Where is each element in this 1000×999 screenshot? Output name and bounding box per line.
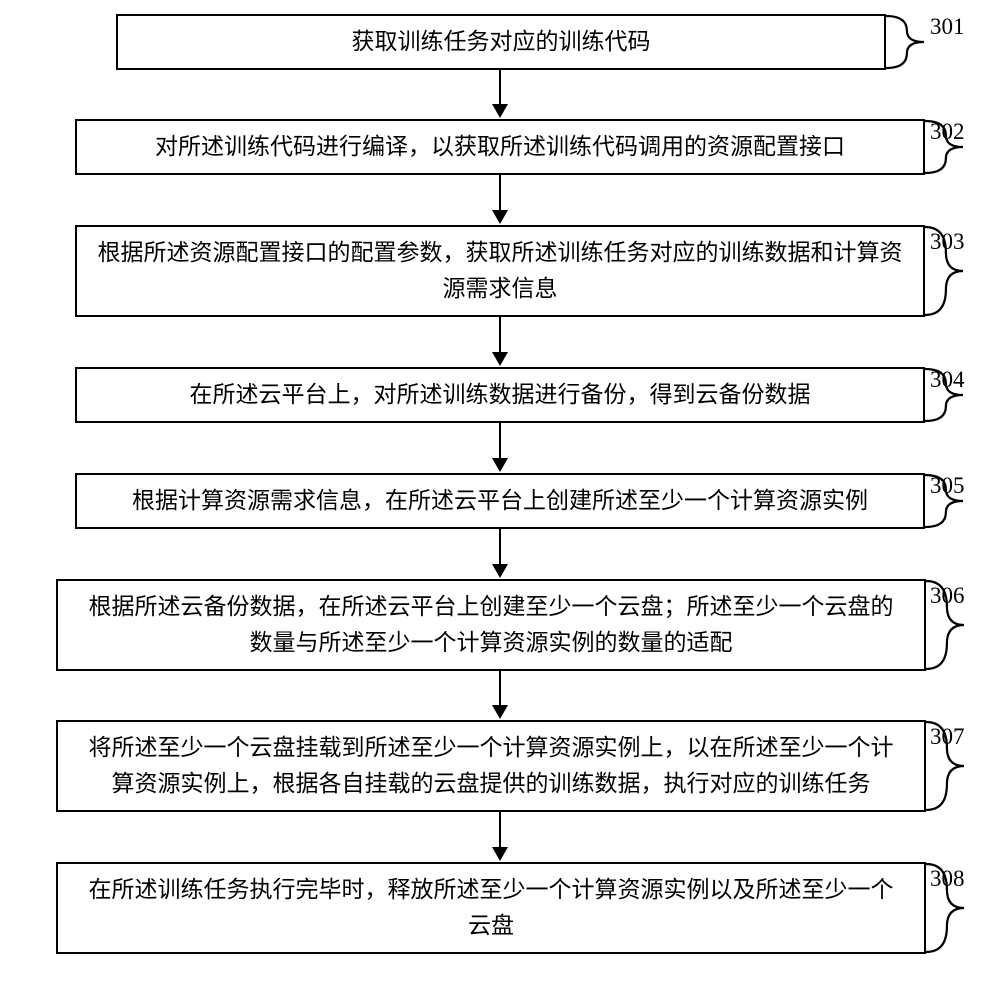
step-label: 307 xyxy=(930,724,965,750)
step-label: 308 xyxy=(930,866,965,892)
label-bracket-icon xyxy=(886,14,924,75)
step-box: 根据计算资源需求信息，在所述云平台上创建所述至少一个计算资源实例 xyxy=(75,473,925,529)
arrow-head-icon xyxy=(492,705,508,719)
step-box: 对所述训练代码进行编译，以获取所述训练代码调用的资源配置接口 xyxy=(75,119,925,175)
step-box: 在所述云平台上，对所述训练数据进行备份，得到云备份数据 xyxy=(75,367,925,423)
arrow-line xyxy=(499,529,502,565)
arrow-line xyxy=(499,70,502,105)
arrow-line xyxy=(499,671,502,706)
step-label: 301 xyxy=(930,14,965,40)
arrow-head-icon xyxy=(492,564,508,578)
step-label: 302 xyxy=(930,119,965,145)
arrow-head-icon xyxy=(492,104,508,118)
step-box: 根据所述资源配置接口的配置参数，获取所述训练任务对应的训练数据和计算资源需求信息 xyxy=(75,225,925,317)
step-box: 将所述至少一个云盘挂载到所述至少一个计算资源实例上，以在所述至少一个计算资源实例… xyxy=(56,720,926,812)
step-label: 305 xyxy=(930,473,965,499)
step-label: 306 xyxy=(930,583,965,609)
arrow-head-icon xyxy=(492,210,508,224)
arrow-line xyxy=(499,423,502,459)
step-box: 获取训练任务对应的训练代码 xyxy=(116,14,886,70)
step-label: 303 xyxy=(930,229,965,255)
arrow-line xyxy=(499,175,502,211)
arrow-line xyxy=(499,317,502,353)
arrow-head-icon xyxy=(492,847,508,861)
step-box: 在所述训练任务执行完毕时，释放所述至少一个计算资源实例以及所述至少一个云盘 xyxy=(56,862,926,954)
arrow-head-icon xyxy=(492,352,508,366)
arrow-line xyxy=(499,812,502,848)
arrow-head-icon xyxy=(492,458,508,472)
step-box: 根据所述云备份数据，在所述云平台上创建至少一个云盘；所述至少一个云盘的数量与所述… xyxy=(56,579,926,671)
step-label: 304 xyxy=(930,367,965,393)
flowchart-diagram: 获取训练任务对应的训练代码 301 对所述训练代码进行编译，以获取所述训练代码调用的… xyxy=(0,0,1000,999)
